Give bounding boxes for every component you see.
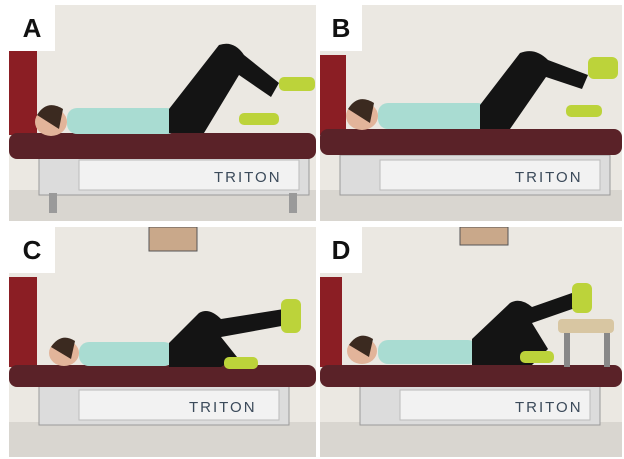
table-brand-text: TRITON <box>189 399 257 416</box>
table-brand-text: TRITON <box>515 399 583 416</box>
panel-label: B <box>320 5 362 51</box>
table-brand-text: TRITON <box>214 169 282 186</box>
table-brand-text: TRITON <box>515 169 583 186</box>
photo-panel-c: TRITON C <box>9 227 316 457</box>
panel-label: D <box>320 227 362 273</box>
photo-panel-a: TRITON A <box>9 5 316 221</box>
photo-panel-d: TRITON D <box>320 227 622 457</box>
photo-panel-b: TRITON B <box>320 5 622 221</box>
panel-label: A <box>9 5 55 51</box>
panel-label: C <box>9 227 55 273</box>
